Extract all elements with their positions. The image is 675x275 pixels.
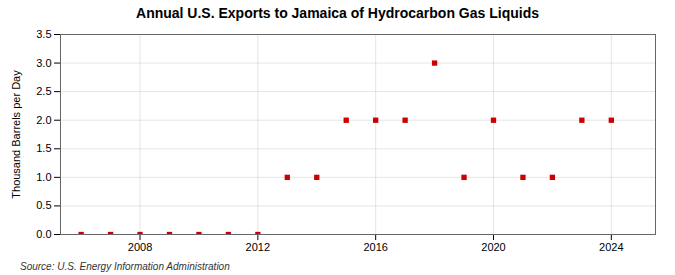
svg-text:0.5: 0.5 [36, 199, 51, 211]
svg-text:3.0: 3.0 [36, 57, 51, 69]
svg-text:2.5: 2.5 [36, 85, 51, 97]
svg-text:0.0: 0.0 [36, 228, 51, 240]
svg-text:2024: 2024 [599, 241, 623, 253]
svg-text:1.5: 1.5 [36, 142, 51, 154]
svg-text:3.5: 3.5 [36, 28, 51, 40]
svg-text:2012: 2012 [246, 241, 270, 253]
svg-text:2008: 2008 [128, 241, 152, 253]
html-text:Annual U.S. Exports to Jamaica: Annual U.S. Exports to Jamaica of Hydroc… [136, 5, 539, 21]
svg-text:Thousand Barrels per Day: Thousand Barrels per Day [10, 70, 22, 199]
svg-text:2020: 2020 [481, 241, 505, 253]
svg-text:2.0: 2.0 [36, 114, 51, 126]
html-text:Source: U.S. Energy Informatio: Source: U.S. Energy Information Administ… [20, 261, 230, 272]
svg-text:2016: 2016 [363, 241, 387, 253]
svg-text:1.0: 1.0 [36, 171, 51, 183]
